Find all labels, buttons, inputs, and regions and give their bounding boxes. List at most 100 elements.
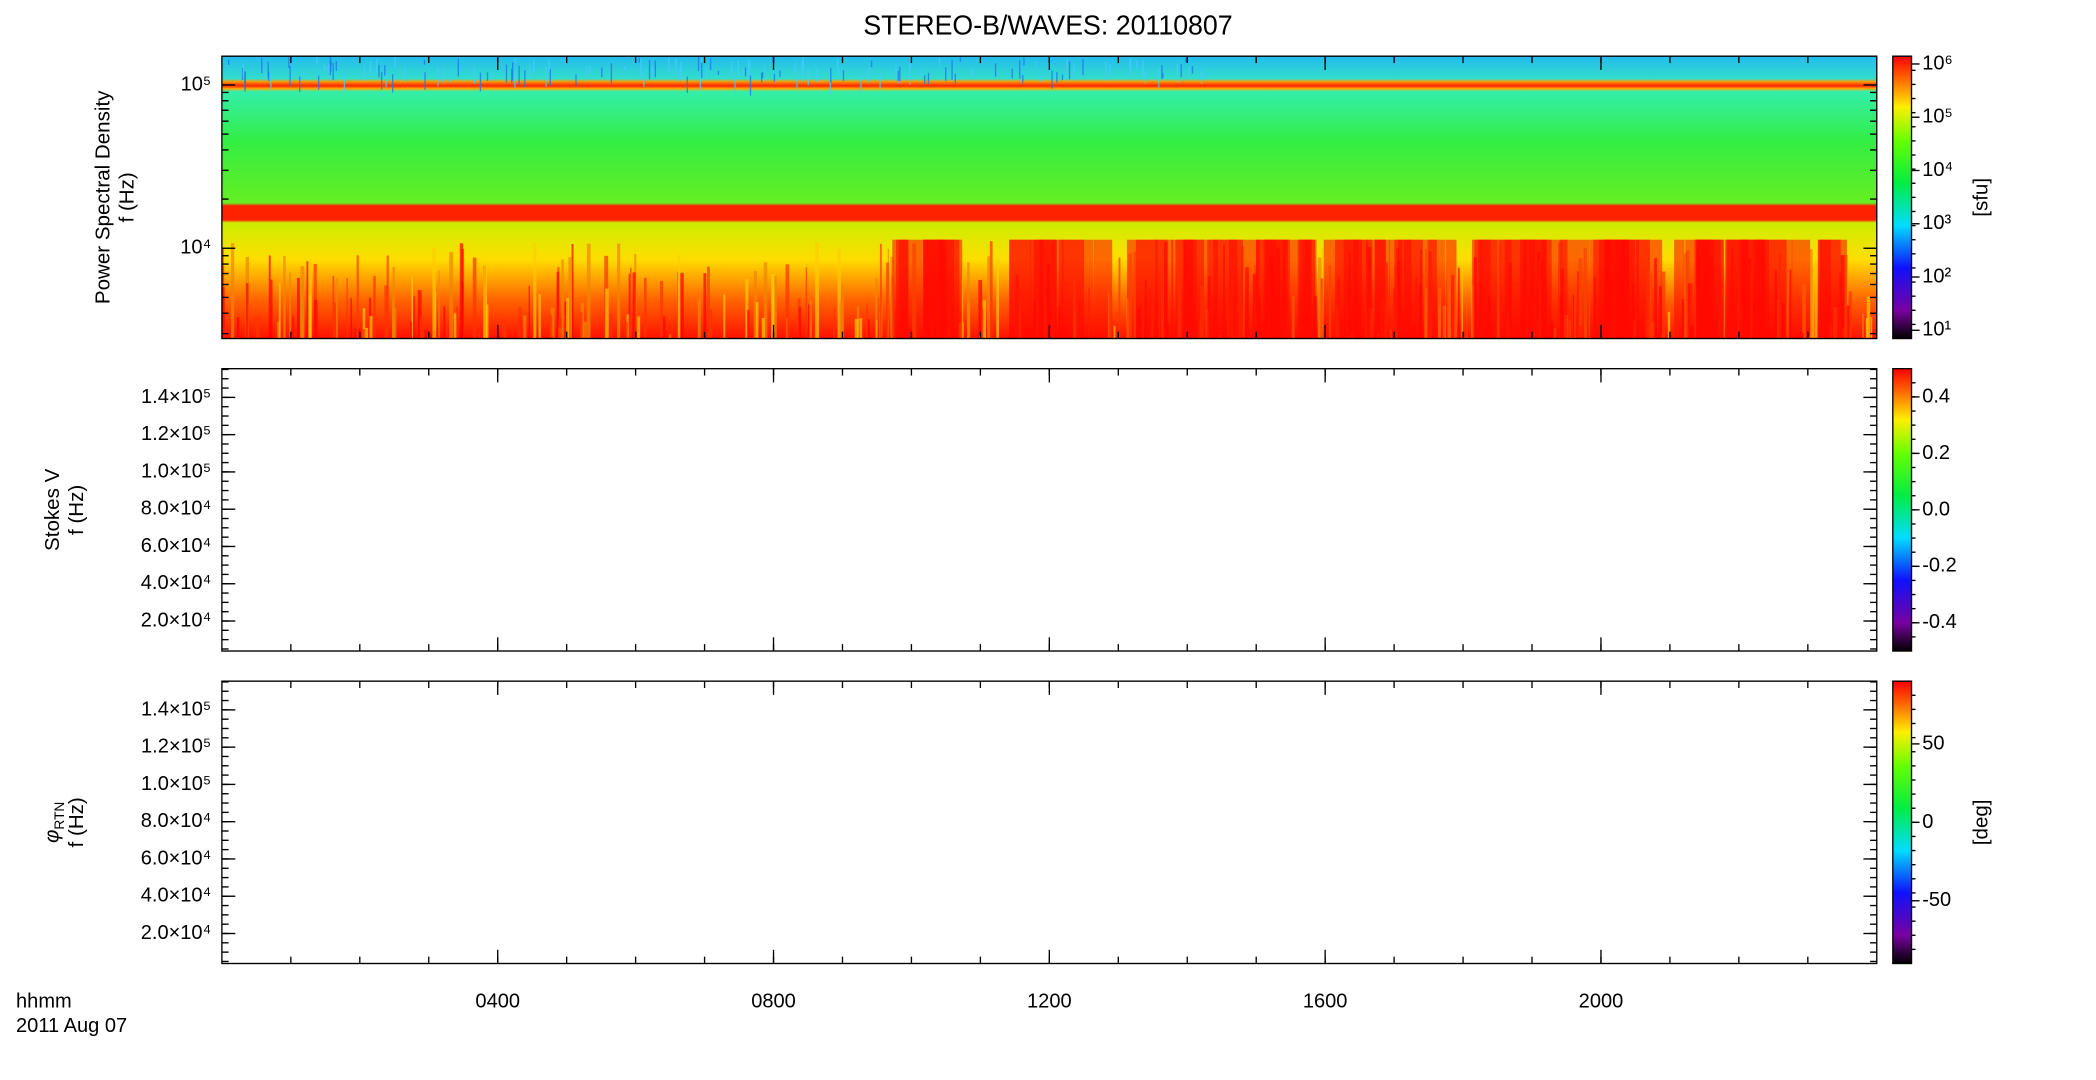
spectrogram-streak [1606, 239, 1625, 339]
spectrogram-streak [413, 296, 415, 339]
spectrogram-streak [283, 255, 286, 339]
spectrogram-streak [701, 62, 703, 79]
colorbar-tick-label: 10³ [1922, 212, 1951, 234]
y-tick-label: 1.0×10⁵ [141, 460, 211, 482]
spectrogram-streak [1510, 239, 1527, 339]
spectrogram-streak [472, 257, 477, 339]
spectrogram-streak [278, 282, 281, 339]
colorbar-tick-label: 10⁵ [1922, 105, 1953, 127]
colorbar-tick-label: 50 [1922, 732, 1944, 754]
spectrogram-streak [529, 64, 531, 80]
x-tick-label: 2000 [1579, 990, 1624, 1012]
spectrogram-streak [959, 57, 962, 62]
spectrogram-streak [501, 318, 506, 339]
spectrogram-streak [1366, 239, 1386, 339]
spectrogram-streak [289, 65, 291, 86]
spectrogram-streak [838, 69, 840, 76]
spectrogram-streak [459, 243, 464, 339]
spectrogram-streak [680, 61, 682, 80]
spectrogram-streak [830, 67, 832, 83]
spectrogram-streak [1810, 249, 1813, 339]
spectrogram-streak [369, 316, 373, 339]
spectrogram-streak [1040, 75, 1042, 82]
spectrogram-streak [1109, 64, 1111, 75]
spectrogram-streak [1118, 257, 1121, 339]
spectrogram-streak [306, 261, 309, 339]
spectrogram-streak [328, 63, 330, 73]
spectrogram-streak [1207, 239, 1218, 339]
colorbar [1892, 367, 1913, 652]
spectrogram-streak [662, 316, 666, 339]
spectrogram-streak [432, 247, 436, 339]
spectrogram-streak [411, 277, 413, 339]
spectrogram-streak [625, 322, 628, 339]
spectrogram-streak [330, 59, 332, 66]
spectrogram-streak [357, 328, 361, 339]
spectrogram-streak [442, 68, 444, 83]
spectrogram-streak [449, 251, 454, 339]
spectrogram-streak [860, 75, 862, 92]
spectrogram-streak [308, 294, 312, 339]
spectrogram-streak [300, 266, 305, 339]
spectrogram-streak [1019, 60, 1021, 79]
y-axis-label-line: f (Hz) [66, 797, 88, 847]
spectrogram-streak [699, 73, 702, 90]
spectrogram-streak [356, 255, 359, 339]
spectrogram-streak [1394, 239, 1428, 339]
spectrogram-streak [723, 294, 726, 339]
spectrogram-streak [705, 66, 708, 79]
spectrogram-streak [1427, 239, 1446, 339]
spectrogram-streak [267, 61, 269, 78]
spectrogram-streak [630, 267, 632, 339]
spectrogram-streak [384, 285, 389, 339]
y-axis-label-line: Power Spectral Density [93, 90, 115, 304]
colorbar-label: [deg] [1971, 799, 1993, 845]
colorbar-tick-label: 0.0 [1922, 498, 1950, 520]
spectrogram-streak [410, 321, 412, 339]
spectrogram-streak [316, 56, 318, 65]
spectrogram-streak [909, 65, 911, 85]
spectrogram-streak [749, 62, 751, 72]
spectrogram-streak [794, 62, 796, 76]
spectrogram-streak [624, 65, 626, 70]
spectrogram-streak [643, 73, 645, 88]
spectrogram-streak [296, 277, 300, 339]
spectrogram-streak [333, 303, 336, 339]
spectrogram-streak [802, 57, 804, 75]
spectrogram-streak [709, 57, 712, 70]
spectrogram-streak [679, 272, 684, 339]
spectrogram-streak [798, 307, 802, 339]
spectrogram-streak [1862, 313, 1864, 339]
spectrogram-streak [730, 61, 733, 74]
spectrogram-streak [589, 65, 591, 74]
y-tick-label: 8.0×10⁴ [141, 810, 211, 832]
spectrogram-streak [1068, 61, 1071, 80]
spectrogram-streak [1175, 239, 1193, 339]
spectrogram-streak [1200, 72, 1202, 79]
spectrogram-streak [332, 62, 334, 81]
spectrogram-streak [261, 57, 263, 74]
spectrogram-streak [1093, 239, 1113, 339]
spectrogram-streak [523, 315, 527, 339]
y-tick-label: 1.4×10⁵ [141, 386, 211, 408]
spectrogram-streak [392, 267, 395, 339]
spectrogram-streak [1039, 239, 1064, 339]
subscript: RTN [52, 802, 67, 830]
spectrogram-streak [923, 75, 926, 84]
spectrogram-streak [989, 241, 993, 339]
spectrogram-streak [842, 70, 845, 81]
spectrogram-streak [749, 75, 752, 96]
spectrogram-streak [796, 76, 798, 89]
spectrogram-streak [870, 60, 873, 68]
spectrogram-streak [640, 58, 642, 77]
spectrogram-streak [533, 59, 535, 73]
spectrogram-streak [747, 309, 750, 339]
spectrogram-streak [868, 68, 870, 83]
spectrogram-streak [854, 318, 859, 339]
spectrogram-streak [945, 67, 947, 81]
colorbar-tick-label: 0 [1922, 811, 1933, 833]
spectrogram-streak [737, 60, 739, 77]
spectrogram-streak [486, 72, 489, 82]
spectrogram-streak [1035, 61, 1037, 66]
spectrogram-streak [1446, 239, 1457, 339]
